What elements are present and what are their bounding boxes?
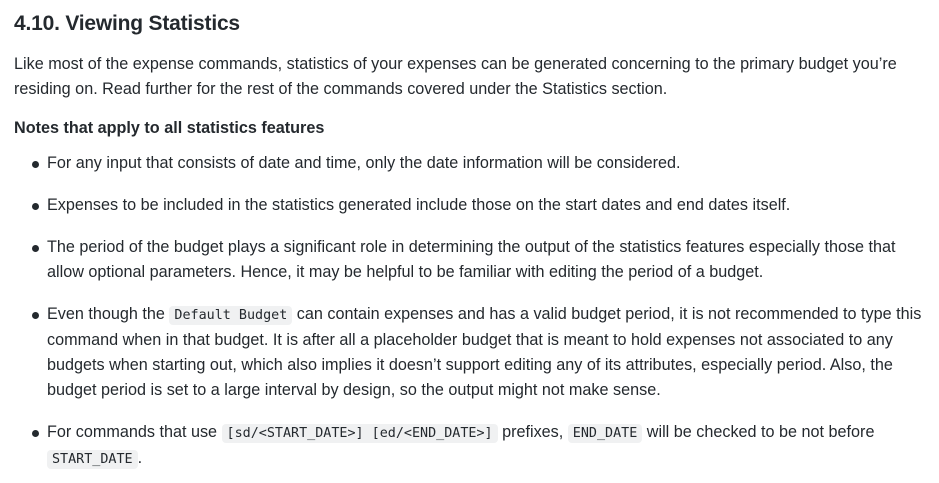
note-text: prefixes,	[497, 423, 568, 441]
note-text: Expenses to be included in the statistic…	[47, 196, 791, 214]
note-item-date-prefixes: For commands that use [sd/<START_DATE>] …	[32, 420, 925, 472]
note-text: For commands that use	[47, 423, 222, 441]
note-text: will be checked to be not before	[642, 423, 875, 441]
note-text: .	[137, 449, 143, 467]
inline-code-start-date: START_DATE	[47, 450, 138, 469]
section-intro: Like most of the expense commands, stati…	[14, 55, 897, 98]
note-text: For any input that consists of date and …	[47, 154, 681, 172]
note-text: Even though the	[47, 305, 170, 323]
note-item-inclusive-dates: Expenses to be included in the statistic…	[32, 193, 925, 218]
note-item-budget-period: The period of the budget plays a signifi…	[32, 235, 925, 285]
inline-code-default-budget: Default Budget	[169, 306, 293, 325]
inline-code-end-date: END_DATE	[567, 424, 643, 443]
note-text: The period of the budget plays a signifi…	[47, 238, 896, 281]
note-text: can contain expenses and has a valid bud…	[47, 305, 922, 399]
notes-list: For any input that consists of date and …	[14, 151, 925, 472]
note-item-default-budget: Even though the Default Budget can conta…	[32, 302, 925, 403]
inline-code-date-prefixes: [sd/<START_DATE>] [ed/<END_DATE>]	[221, 424, 498, 443]
notes-heading: Notes that apply to all statistics featu…	[14, 119, 325, 137]
section-title: 4.10. Viewing Statistics	[14, 12, 240, 35]
document-page: 4.10. Viewing Statistics Like most of th…	[14, 12, 925, 472]
note-item-date-only: For any input that consists of date and …	[32, 151, 925, 176]
